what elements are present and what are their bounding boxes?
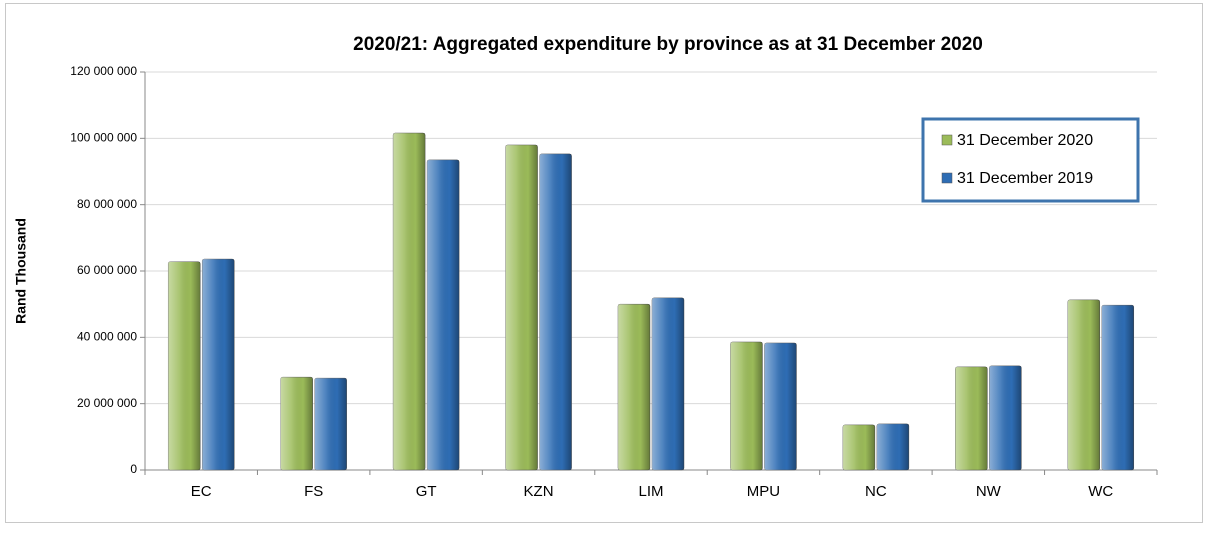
x-tick-label: EC: [191, 483, 212, 500]
y-tick-label: 80 000 000: [77, 197, 137, 211]
x-tick-label: KZN: [524, 483, 554, 500]
chart-title: 2020/21: Aggregated expenditure by provi…: [353, 34, 983, 55]
x-tick-label: FS: [304, 483, 323, 500]
bar-shade: [314, 378, 347, 470]
bar-shade: [989, 365, 1022, 470]
x-tick-label: MPU: [747, 483, 780, 500]
x-tick-label: WC: [1088, 483, 1113, 500]
y-tick-label: 60 000 000: [77, 263, 137, 277]
y-tick-label: 120 000 000: [70, 64, 137, 78]
legend-label: 31 December 2019: [957, 170, 1093, 187]
y-axis-label: Rand Thousand: [13, 218, 29, 324]
legend-swatch: [941, 134, 953, 146]
bar-shade: [730, 341, 763, 470]
bar-shade: [505, 144, 538, 470]
bar-shade: [280, 377, 313, 470]
bar-shade: [393, 133, 426, 470]
y-tick-label: 100 000 000: [70, 131, 137, 145]
bar-shade: [652, 297, 684, 470]
bars: [167, 132, 1135, 471]
bar-shade: [618, 304, 650, 470]
x-tick-label: NC: [865, 483, 887, 500]
bar-shade: [955, 366, 988, 470]
bar-shade: [202, 259, 235, 470]
x-tick-label: LIM: [638, 483, 663, 500]
x-tick-label: GT: [416, 483, 437, 500]
legend: 31 December 2020 31 December 2019: [921, 117, 1140, 203]
bar-shade: [764, 342, 797, 470]
grid: 0 20 000 000 40 000 000 60 000 000 80 000 00…: [70, 64, 1158, 500]
bar-shade: [168, 261, 201, 470]
bar-shade: [427, 159, 460, 470]
y-tick-label: 40 000 000: [77, 330, 137, 344]
legend-swatch: [941, 172, 953, 184]
x-tick-label: NW: [976, 483, 1002, 500]
y-tick-label: 20 000 000: [77, 396, 137, 410]
bar-shade: [1067, 299, 1100, 470]
bar-shade: [876, 423, 909, 470]
bar-shade: [1101, 305, 1134, 470]
bar-shade: [842, 424, 875, 470]
legend-label: 31 December 2020: [957, 132, 1093, 149]
y-tick-label: 0: [130, 462, 137, 476]
bar-shade: [539, 153, 572, 470]
legend-box: [921, 117, 1140, 203]
